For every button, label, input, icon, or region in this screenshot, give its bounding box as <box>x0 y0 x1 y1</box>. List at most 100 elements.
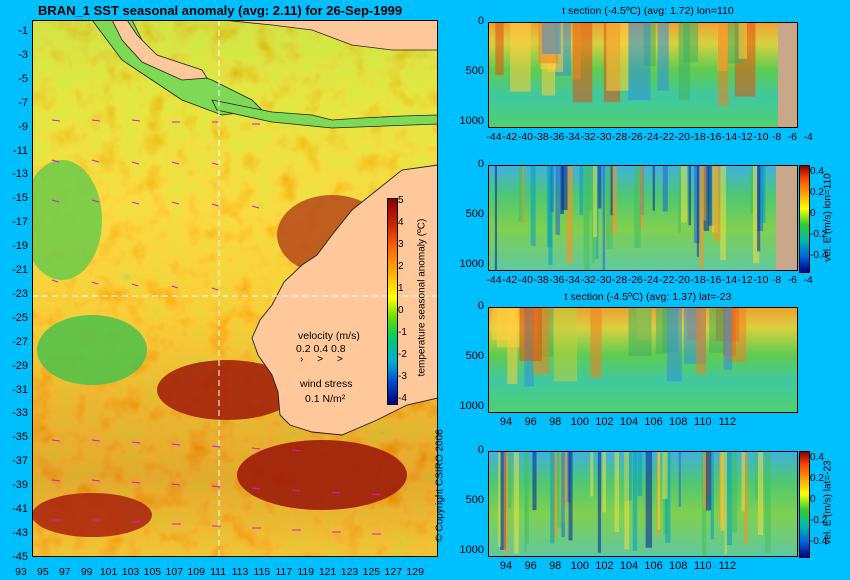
panel-x-tick-label: 94 <box>499 560 513 572</box>
vel-colorbar-tick: -0.4 <box>810 250 828 261</box>
map-y-tick-label: -45 <box>12 550 28 563</box>
panel-x-tick-label: 102 <box>595 560 614 572</box>
panel-y-tick-label: 0 <box>477 300 484 312</box>
panel-x-tick-label: -6 <box>787 274 797 286</box>
panel-x-tick-label: 106 <box>644 560 663 572</box>
panel-y-tick-label: 1000 <box>459 399 484 412</box>
panel-y-tick-label: 1000 <box>459 543 484 556</box>
panel-x-tick-label: -32 <box>580 274 596 286</box>
panel-land-mask <box>776 165 798 271</box>
section-panel-4 <box>488 451 798 557</box>
panel-x-tick-label: -42 <box>502 131 518 143</box>
section-panel-1 <box>488 22 798 128</box>
vel-colorbar-tick: 0.4 <box>810 452 824 463</box>
map-x-tick-label: 103 <box>121 566 140 578</box>
vel-colorbar-label-lon: vel. E (m/s) lon=110 <box>822 173 834 262</box>
map-x-tick-label: 99 <box>80 566 93 578</box>
panel-x-tick-label: 98 <box>549 560 562 572</box>
panel-x-tick-label: 94 <box>499 416 513 428</box>
map-y-tick-label: -37 <box>12 455 28 468</box>
map-x-tick-label: 123 <box>340 566 359 578</box>
panel-x-tick-label: 112 <box>718 560 737 572</box>
panel-x-tick-label: -14 <box>721 131 738 143</box>
panel-x-tick-label: -36 <box>549 274 565 286</box>
panel-x-tick-label: -18 <box>690 274 706 286</box>
sst-colorbar-label: temperature seasonal anomaly (ºC) <box>416 218 428 377</box>
velocity-arrows <box>51 119 381 535</box>
wind-legend-value: 0.1 N/m² <box>305 393 346 405</box>
sst-colorbar-tick: -4 <box>398 393 407 404</box>
sst-colorbar-tick: 5 <box>398 195 404 206</box>
panel-y-tick-label: 500 <box>465 207 484 220</box>
vel-colorbar-lat <box>799 451 810 558</box>
map-x-tick-label: 125 <box>362 566 381 578</box>
panel-x-tick-label: -34 <box>564 274 581 286</box>
panel-x-tick-label: -30 <box>596 131 612 143</box>
map-y-tick-label: -43 <box>12 526 28 539</box>
panel-x-tick-label: -28 <box>612 131 628 143</box>
map-x-tick-label: 93 <box>15 566 27 578</box>
panel-x-tick-label: -18 <box>690 131 706 143</box>
sst-colorbar <box>387 198 398 405</box>
map-y-tick-label: -41 <box>12 503 28 515</box>
sst-colorbar-tick: -2 <box>398 349 407 360</box>
map-x-tick-label: 101 <box>99 566 118 578</box>
panel-x-tick-label: -22 <box>659 131 675 143</box>
map-y-tick-label: -17 <box>12 216 28 229</box>
panel-x-tick-label: -4 <box>803 274 813 286</box>
panel-x-tick-label: -16 <box>706 131 722 143</box>
panel-x-tick-label: -6 <box>787 131 797 143</box>
panel-y-tick-label: 500 <box>465 349 484 362</box>
map-y-tick-label: -19 <box>12 240 28 253</box>
panel-x-tick-label: 104 <box>619 560 639 572</box>
panel-x-tick-label: -20 <box>674 274 690 286</box>
panel-x-tick-label: 108 <box>669 416 688 428</box>
panel-streaks <box>495 22 756 106</box>
panel-x-tick-label: -26 <box>627 131 643 143</box>
panel-x-tick-label: -38 <box>533 131 549 143</box>
map-x-tick-label: 113 <box>231 566 249 578</box>
panel-y-tick-label: 500 <box>465 493 484 506</box>
map-x-tick-label: 97 <box>58 566 71 578</box>
vel-colorbar-tick: 0 <box>810 494 816 505</box>
panel-streaks <box>498 451 771 556</box>
sst-colorbar-tick: 3 <box>398 239 404 250</box>
vel-colorbar-tick: 0 <box>810 208 816 219</box>
vel-colorbar-label-lat: vel. E (m/s) lat=-23 <box>822 460 834 545</box>
vel-colorbar-tick: -0.4 <box>810 536 828 547</box>
panel-x-tick-label: 100 <box>570 416 589 428</box>
panel-x-tick-label: -12 <box>737 131 753 143</box>
sst-colorbar-tick: 0 <box>398 305 404 316</box>
panel-x-tick-label: -10 <box>753 131 769 143</box>
panel-x-tick-label: -32 <box>580 131 596 143</box>
sst-colorbar-tick: 2 <box>398 261 404 272</box>
vel-colorbar-tick: -0.2 <box>810 229 828 240</box>
panel-x-tick-label: -42 <box>502 274 518 286</box>
map-x-tick-label: 117 <box>275 566 293 578</box>
map-y-tick-label: -11 <box>12 144 28 157</box>
map-x-tick-label: 95 <box>37 566 49 578</box>
sst-colorbar-tick: 1 <box>398 283 404 294</box>
panel3-title: t section (-4.5ºC) (avg: 1.37) lat=-23 <box>564 291 732 303</box>
map-y-tick-label: -5 <box>18 72 28 85</box>
panel-x-tick-label: -26 <box>627 274 643 286</box>
panel-x-tick-label: 110 <box>694 416 712 428</box>
map-y-tick-label: -27 <box>12 335 28 348</box>
map-y-tick-label: -31 <box>12 383 28 396</box>
sst-colorbar-tick: 4 <box>398 217 404 228</box>
panel-x-tick-label: -40 <box>517 274 533 286</box>
map-x-tick-label: 115 <box>253 566 271 578</box>
panel-streaks <box>491 307 747 387</box>
map-y-tick-label: -23 <box>12 287 28 300</box>
map-y-tick-label: -35 <box>12 431 28 444</box>
panel-y-tick-label: 0 <box>477 15 484 27</box>
map-y-tick-label: -9 <box>18 120 28 133</box>
sst-map <box>32 20 438 557</box>
panel-x-tick-label: 100 <box>570 560 589 572</box>
panel-x-tick-label: 108 <box>669 560 688 572</box>
panel-x-tick-label: -36 <box>549 131 565 143</box>
sst-colorbar-tick: -3 <box>398 371 407 382</box>
panel-x-tick-label: -20 <box>674 131 690 143</box>
panel-x-tick-label: 96 <box>524 416 537 428</box>
panel-x-tick-label: -40 <box>517 131 533 143</box>
